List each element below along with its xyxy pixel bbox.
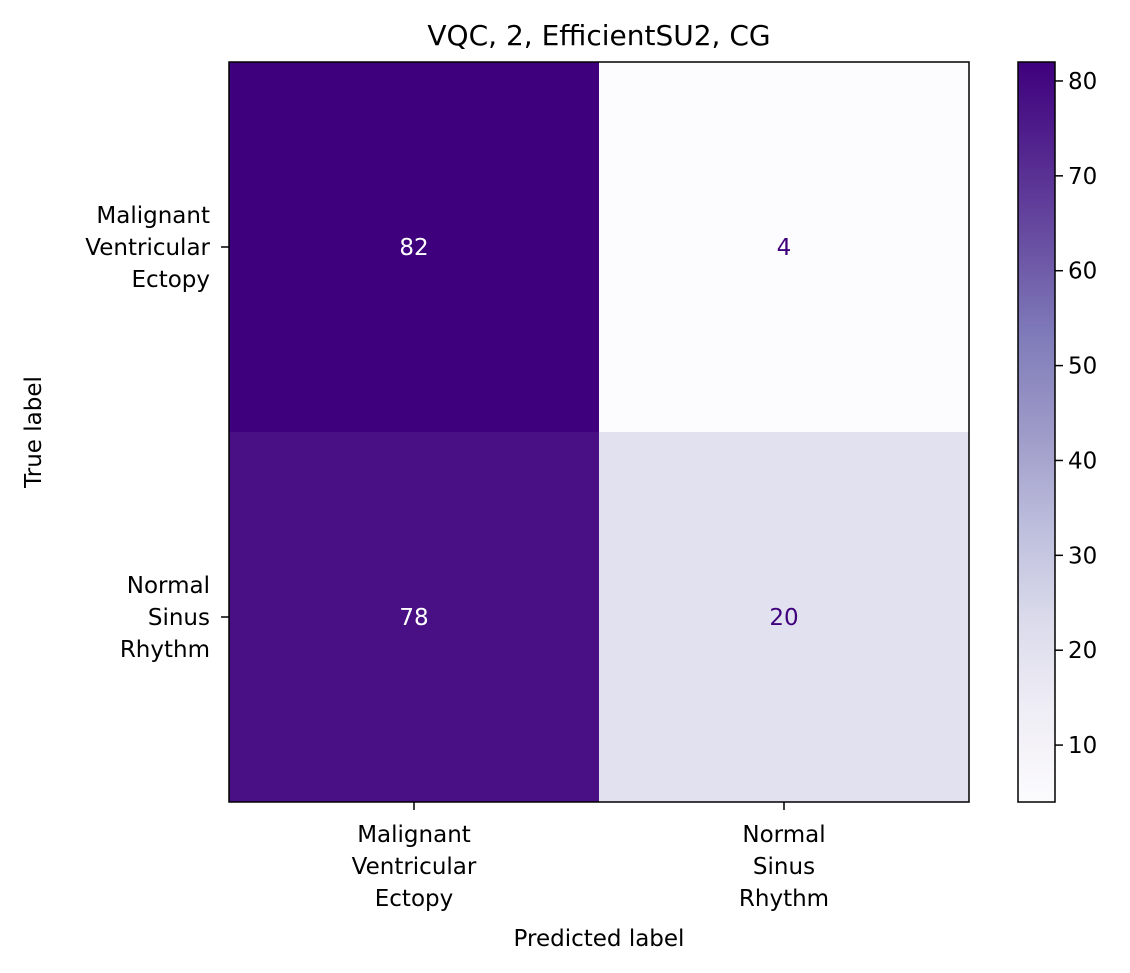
heatmap-cell <box>229 62 599 432</box>
colorbar-tick-label: 70 <box>1068 164 1097 190</box>
heatmap-cell <box>599 62 969 432</box>
colorbar-tick-label: 80 <box>1068 69 1097 95</box>
chart-title: VQC, 2, EfficientSU2, CG <box>427 19 770 52</box>
colorbar-tick-label: 40 <box>1068 448 1097 474</box>
cell-value-label: 20 <box>769 605 798 631</box>
heatmap-cells: 82 4 78 20 <box>229 62 969 802</box>
colorbar-tick-label: 10 <box>1068 733 1097 759</box>
y-tick-label: Malignant Ventricular Ectopy <box>85 203 210 293</box>
x-tick-label: Normal Sinus Rhythm <box>739 822 829 912</box>
plot-frame <box>228 61 970 803</box>
cell-value-label: 82 <box>399 235 428 261</box>
cell-value-label: 78 <box>399 605 428 631</box>
x-axis-label: Predicted label <box>514 926 685 952</box>
x-axis-ticks: Malignant Ventricular Ectopy Normal Sinus Rhy… <box>352 802 829 912</box>
cell-value-label: 4 <box>777 235 792 261</box>
colorbar-tick-label: 20 <box>1068 638 1097 664</box>
y-axis-label: True label <box>21 376 47 489</box>
colorbar-ticks: 10 20 30 40 50 60 70 80 <box>1055 69 1097 759</box>
colorbar <box>1017 61 1056 803</box>
colorbar-tick-label: 30 <box>1068 543 1097 569</box>
colorbar-tick-label: 60 <box>1068 259 1097 285</box>
y-axis-ticks: Malignant Ventricular Ectopy Normal Sinus Rhy… <box>85 203 229 663</box>
colorbar-tick-label: 50 <box>1068 354 1097 380</box>
y-tick-label: Normal Sinus Rhythm <box>120 573 210 663</box>
heatmap-cell <box>599 432 969 802</box>
x-tick-label: Malignant Ventricular Ectopy <box>352 822 477 912</box>
heatmap-cell <box>229 432 599 802</box>
